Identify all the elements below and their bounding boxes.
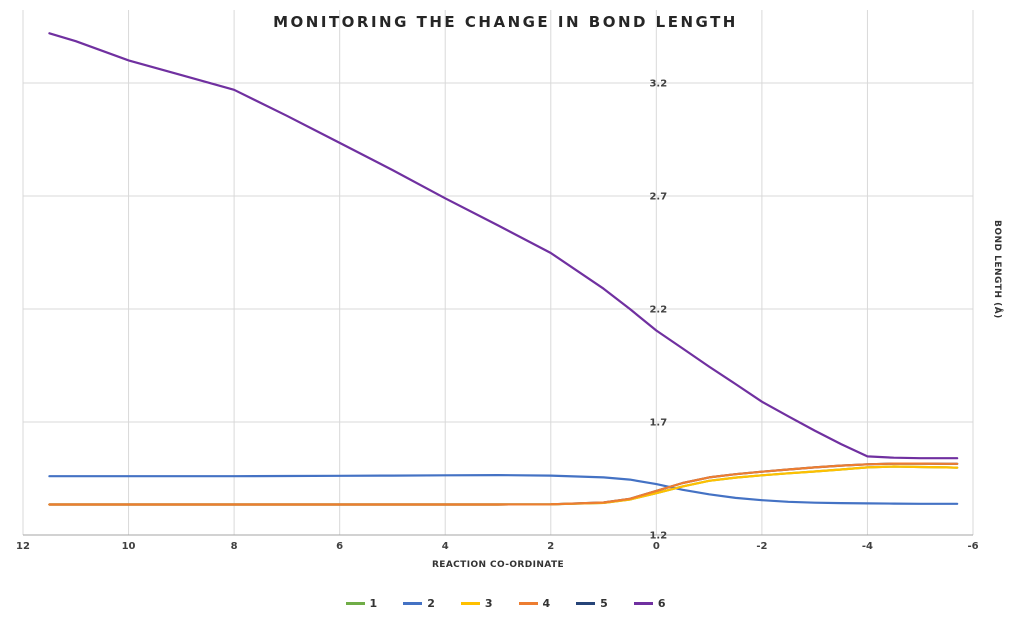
y-tick-label: 2.2 bbox=[649, 304, 667, 315]
y-tick-label: 3.2 bbox=[649, 78, 667, 89]
legend-swatch-icon bbox=[518, 602, 538, 605]
legend-swatch-icon bbox=[576, 602, 596, 605]
series-line-2 bbox=[48, 474, 959, 505]
x-tick-label: 0 bbox=[653, 541, 660, 552]
series-line-5 bbox=[48, 462, 959, 506]
x-tick-label: 6 bbox=[336, 541, 343, 552]
series-line-1 bbox=[48, 465, 959, 506]
legend-item-4[interactable]: 4 bbox=[518, 597, 551, 610]
legend-label: 6 bbox=[657, 597, 666, 610]
x-tick-label: 4 bbox=[442, 541, 449, 552]
legend-swatch-icon bbox=[460, 602, 480, 605]
legend-swatch-icon bbox=[633, 602, 653, 605]
x-tick-label: -6 bbox=[967, 541, 978, 552]
legend-swatch-icon bbox=[345, 602, 365, 605]
x-tick-label: 8 bbox=[231, 541, 238, 552]
series-line-6 bbox=[48, 32, 959, 460]
chart-title: MONITORING THE CHANGE IN BOND LENGTH bbox=[273, 13, 738, 31]
x-tick-label: 10 bbox=[122, 541, 136, 552]
y-tick-label: 1.2 bbox=[649, 531, 667, 542]
legend-label: 4 bbox=[542, 597, 551, 610]
x-tick-label: 12 bbox=[16, 541, 30, 552]
legend-label: 5 bbox=[600, 597, 608, 610]
series-line-4 bbox=[48, 462, 959, 506]
x-axis-title: REACTION CO-ORDINATE bbox=[431, 560, 565, 570]
legend-item-5[interactable]: 5 bbox=[576, 597, 608, 610]
legend-label: 2 bbox=[427, 597, 435, 610]
legend-item-1[interactable]: 1 bbox=[345, 597, 378, 610]
x-tick-label: 2 bbox=[547, 541, 554, 552]
legend: 1 2 3 4 5 6 bbox=[0, 597, 1011, 610]
legend-label: 1 bbox=[369, 597, 378, 610]
x-tick-label: -2 bbox=[756, 541, 767, 552]
legend-item-2[interactable]: 2 bbox=[403, 597, 435, 610]
legend-item-3[interactable]: 3 bbox=[460, 597, 493, 610]
x-tick-label: -4 bbox=[862, 541, 873, 552]
y-axis-title: BOND LENGTH (Å) bbox=[992, 220, 1002, 319]
series-line-3 bbox=[48, 465, 959, 506]
y-tick-label: 1.7 bbox=[649, 417, 667, 428]
legend-label: 3 bbox=[484, 597, 493, 610]
legend-item-6[interactable]: 6 bbox=[633, 597, 666, 610]
legend-swatch-icon bbox=[403, 602, 423, 605]
y-tick-label: 2.7 bbox=[649, 191, 667, 202]
